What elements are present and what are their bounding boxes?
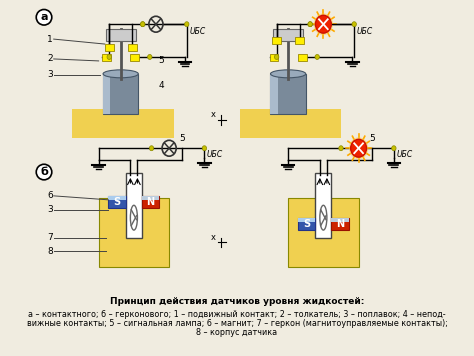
Bar: [109, 196, 126, 208]
Text: 5: 5: [180, 134, 185, 143]
Bar: [128, 44, 137, 51]
Ellipse shape: [103, 70, 138, 78]
Circle shape: [308, 22, 312, 27]
Bar: [72, 109, 173, 138]
Bar: [130, 54, 139, 61]
Text: S: S: [303, 219, 310, 229]
Text: 5: 5: [159, 56, 164, 66]
Bar: [272, 37, 281, 44]
Circle shape: [107, 54, 111, 59]
Circle shape: [314, 13, 333, 35]
Circle shape: [184, 22, 189, 27]
Bar: [106, 29, 136, 41]
Circle shape: [339, 146, 343, 151]
Bar: [142, 196, 159, 208]
Circle shape: [140, 22, 145, 27]
Text: N: N: [336, 219, 344, 229]
Ellipse shape: [271, 70, 306, 78]
Text: 3: 3: [47, 205, 53, 214]
Circle shape: [315, 54, 319, 59]
Circle shape: [351, 139, 366, 157]
Bar: [273, 29, 303, 41]
Circle shape: [308, 22, 312, 27]
Bar: [331, 218, 349, 230]
Text: UБС: UБС: [357, 27, 373, 36]
Bar: [102, 54, 111, 61]
Circle shape: [274, 54, 279, 59]
Circle shape: [315, 15, 331, 33]
Bar: [126, 173, 142, 237]
Bar: [142, 196, 159, 200]
Bar: [99, 198, 169, 267]
Bar: [295, 37, 304, 44]
Circle shape: [147, 54, 152, 59]
Text: 4: 4: [159, 81, 164, 90]
Bar: [331, 218, 349, 222]
Text: 2: 2: [47, 54, 53, 63]
Text: x: x: [210, 232, 216, 241]
Bar: [271, 74, 278, 114]
Text: 1: 1: [47, 35, 53, 43]
Bar: [315, 173, 331, 237]
Circle shape: [349, 137, 368, 159]
Text: 6: 6: [47, 192, 53, 200]
Circle shape: [140, 22, 145, 27]
Text: UБС: UБС: [396, 150, 413, 159]
Bar: [288, 198, 359, 267]
Circle shape: [392, 146, 396, 151]
Text: 3: 3: [47, 70, 53, 79]
Text: 5: 5: [369, 134, 375, 143]
Circle shape: [149, 146, 154, 151]
Bar: [298, 218, 315, 222]
Text: 8 – корпус датчика: 8 – корпус датчика: [196, 328, 278, 337]
Circle shape: [352, 22, 356, 27]
Text: а: а: [40, 12, 48, 22]
Text: UБС: UБС: [207, 150, 223, 159]
Bar: [109, 196, 126, 200]
Bar: [103, 74, 138, 114]
Text: S: S: [114, 197, 121, 207]
Text: вижные контакты; 5 – сигнальная лампа; 6 – магнит; 7 – геркон (магнитоуправляемы: вижные контакты; 5 – сигнальная лампа; 6…: [27, 319, 447, 328]
Text: б: б: [40, 167, 48, 177]
Bar: [240, 109, 341, 138]
Text: N: N: [146, 197, 155, 207]
Text: 8: 8: [47, 247, 53, 256]
Text: Принцип действия датчиков уровня жидкостей:: Принцип действия датчиков уровня жидкост…: [110, 297, 364, 306]
Bar: [298, 218, 315, 230]
Bar: [298, 54, 307, 61]
Text: UБС: UБС: [190, 27, 206, 36]
Text: а – контактного; б – герконового; 1 – подвижный контакт; 2 – толкатель; 3 – попл: а – контактного; б – герконового; 1 – по…: [28, 310, 446, 319]
Text: 7: 7: [47, 233, 53, 242]
Bar: [103, 74, 110, 114]
Circle shape: [202, 146, 207, 151]
Bar: [271, 74, 306, 114]
Text: x: x: [210, 110, 216, 120]
Bar: [270, 54, 278, 61]
Bar: [105, 44, 114, 51]
